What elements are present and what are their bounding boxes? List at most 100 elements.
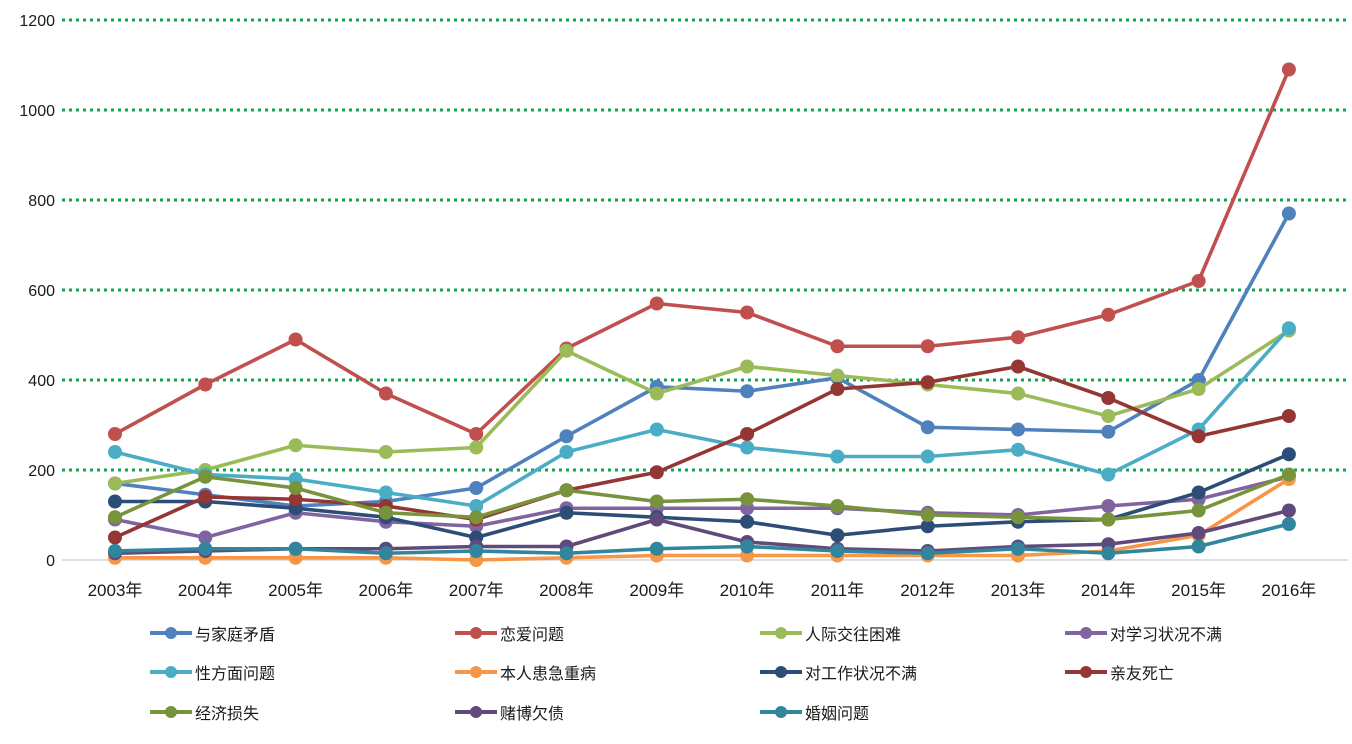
series-point-0 (1011, 422, 1025, 437)
series-point-2 (469, 440, 484, 455)
series-point-7 (740, 427, 755, 441)
series-point-4 (740, 440, 755, 455)
legend-label: 恋爱问题 (500, 627, 565, 644)
series-point-7 (1281, 409, 1296, 423)
y-tick-label: 1200 (19, 13, 55, 30)
series-point-4 (1011, 442, 1025, 457)
series-point-10 (1191, 539, 1206, 554)
legend-item-8: 经济损失 (150, 699, 259, 725)
series-point-9 (1191, 526, 1206, 540)
legend-label: 性方面问题 (195, 666, 276, 683)
series-point-0 (740, 384, 755, 399)
legend-marker-icon (150, 665, 192, 679)
series-point-10 (740, 539, 755, 554)
series-point-4 (108, 445, 122, 459)
series-point-1 (1191, 274, 1206, 288)
series-point-2 (830, 368, 845, 383)
series-point-8 (378, 505, 393, 520)
series-point-3 (198, 530, 213, 545)
series-point-1 (378, 386, 393, 401)
series-point-6 (1191, 485, 1206, 500)
legend-label: 与家庭矛盾 (195, 627, 276, 644)
y-tick-label: 1000 (19, 103, 55, 120)
series-point-7 (1011, 359, 1025, 374)
series-point-10 (649, 541, 664, 556)
legend-item-10: 婚姻问题 (760, 699, 869, 725)
series-point-2 (740, 359, 755, 374)
legend-label: 对工作状况不满 (805, 666, 918, 683)
legend-item-7: 亲友死亡 (1065, 659, 1174, 685)
x-tick-label: 2009年 (629, 581, 684, 600)
series-line-8 (113, 472, 1291, 522)
series-line-2 (113, 328, 1291, 486)
x-tick-label: 2016年 (1261, 581, 1316, 600)
series-point-4 (649, 422, 664, 437)
series-point-8 (649, 494, 664, 509)
legend-label: 经济损失 (195, 706, 260, 723)
y-tick-label: 200 (28, 463, 55, 480)
x-tick-label: 2011年 (811, 581, 865, 600)
x-tick-label: 2004年 (178, 581, 233, 600)
series-point-8 (288, 481, 303, 495)
series-point-7 (288, 492, 303, 507)
series-point-8 (830, 499, 845, 513)
series-point-7 (1101, 391, 1116, 405)
series-point-7 (830, 382, 845, 396)
series-point-4 (830, 449, 845, 464)
series-point-6 (830, 528, 845, 543)
x-tick-label: 2005年 (268, 581, 323, 600)
legend-item-9: 赌博欠债 (455, 699, 564, 725)
series-point-1 (198, 377, 213, 392)
series-point-7 (920, 375, 935, 390)
x-tick-label: 2007年 (449, 581, 504, 600)
series-point-1 (108, 427, 122, 441)
legend-item-5: 本人患急重病 (455, 659, 596, 685)
series-point-6 (740, 514, 755, 529)
series-point-7 (198, 490, 213, 504)
series-point-7 (108, 530, 122, 545)
series-point-10 (469, 544, 484, 558)
series-point-0 (1281, 206, 1296, 221)
y-tick-label: 600 (28, 283, 55, 300)
legend-marker-icon (150, 626, 192, 640)
legend-marker-icon (760, 665, 802, 679)
legend-item-4: 性方面问题 (150, 659, 275, 685)
legend-label: 人际交往困难 (805, 627, 902, 644)
legend-marker-icon (455, 626, 497, 640)
x-tick-label: 2013年 (991, 581, 1046, 600)
series-point-1 (830, 339, 845, 354)
legend-label: 本人患急重病 (500, 666, 597, 683)
series-point-8 (1281, 467, 1296, 482)
legend-marker-icon (760, 626, 802, 640)
series-point-6 (559, 505, 574, 520)
series-line-0 (113, 211, 1291, 508)
legend-marker-icon (455, 665, 497, 679)
series-point-8 (920, 508, 935, 522)
series-point-8 (469, 510, 484, 525)
series-point-2 (1011, 386, 1025, 401)
legend-marker-icon (1065, 665, 1107, 679)
series-point-6 (920, 519, 935, 534)
x-tick-label: 2003年 (88, 581, 143, 600)
series-point-2 (288, 438, 303, 453)
y-tick-label: 800 (28, 193, 55, 210)
legend-label: 赌博欠债 (500, 706, 565, 723)
series-point-2 (649, 386, 664, 401)
x-tick-label: 2015年 (1171, 581, 1226, 600)
x-tick-label: 2012年 (900, 581, 955, 600)
series-point-10 (830, 544, 845, 558)
x-tick-label: 2008年 (539, 581, 594, 600)
x-tick-label: 2010年 (720, 581, 775, 600)
series-point-7 (1191, 429, 1206, 444)
series-line-3 (113, 474, 1291, 540)
series-point-10 (920, 546, 935, 561)
series-point-10 (559, 546, 574, 561)
series-point-10 (1101, 546, 1116, 561)
series-line-7 (113, 364, 1291, 540)
series-point-8 (1101, 512, 1116, 527)
legend-label: 婚姻问题 (805, 706, 870, 723)
legend-item-1: 恋爱问题 (455, 620, 564, 646)
legend-marker-icon (150, 705, 192, 719)
